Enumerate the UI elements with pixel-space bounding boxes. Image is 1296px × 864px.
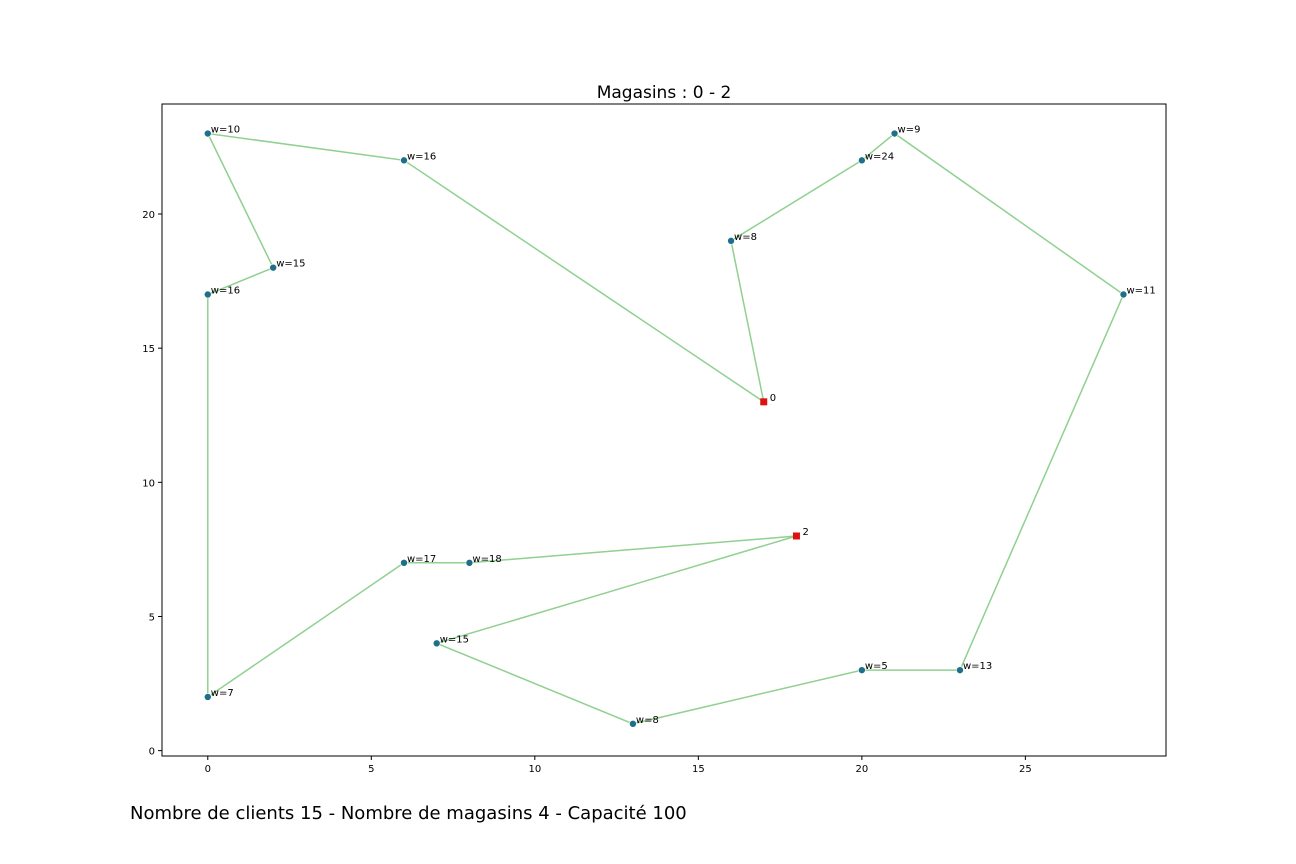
x-tick-label: 25 — [1019, 764, 1032, 775]
client-point — [890, 129, 899, 138]
client-point — [432, 639, 441, 648]
x-tick-label: 5 — [368, 764, 374, 775]
store-label: 0 — [770, 393, 776, 404]
client-label: w=9 — [898, 125, 921, 136]
client-label: w=15 — [276, 259, 305, 270]
client-point — [465, 559, 474, 567]
client-label: w=5 — [865, 661, 888, 672]
client-label: w=13 — [963, 661, 992, 672]
x-tick-label: 10 — [528, 764, 541, 775]
client-point — [203, 693, 212, 701]
x-tick-label: 0 — [205, 764, 211, 775]
client-label: w=15 — [440, 634, 469, 645]
client-point — [400, 156, 408, 165]
client-point — [956, 666, 964, 674]
plot-frame — [161, 103, 1167, 757]
chart-title: Magasins : 0 - 2 — [597, 83, 732, 103]
route-line — [206, 132, 1125, 725]
client-label: w=24 — [865, 151, 894, 162]
client-label: w=16 — [407, 151, 436, 162]
client-label: w=16 — [211, 286, 240, 297]
store-point — [760, 398, 768, 406]
footer-caption: Nombre de clients 15 - Nombre de magasin… — [130, 803, 687, 824]
y-tick-label: 0 — [149, 747, 155, 758]
client-label: w=8 — [636, 715, 659, 726]
client-point — [858, 156, 866, 165]
x-tick-label: 15 — [692, 764, 705, 775]
client-point — [727, 237, 735, 245]
y-tick-label: 5 — [149, 612, 155, 623]
client-point — [203, 290, 212, 299]
y-tick-label: 10 — [142, 478, 155, 489]
client-label: w=10 — [211, 125, 240, 136]
client-point — [1119, 290, 1128, 299]
client-point — [629, 720, 637, 728]
client-point — [269, 263, 277, 272]
y-tick-label: 15 — [142, 344, 155, 355]
client-label: w=7 — [211, 688, 234, 699]
client-label: w=8 — [734, 232, 757, 243]
x-tick-label: 20 — [855, 764, 868, 775]
client-label: w=18 — [472, 554, 501, 565]
store-point — [792, 532, 800, 540]
client-point — [400, 559, 408, 567]
client-label: w=11 — [1126, 286, 1155, 297]
client-label: w=17 — [407, 554, 436, 565]
client-point — [858, 666, 866, 674]
y-tick-label: 20 — [142, 210, 155, 221]
client-point — [203, 129, 212, 138]
store-label: 2 — [802, 527, 808, 538]
